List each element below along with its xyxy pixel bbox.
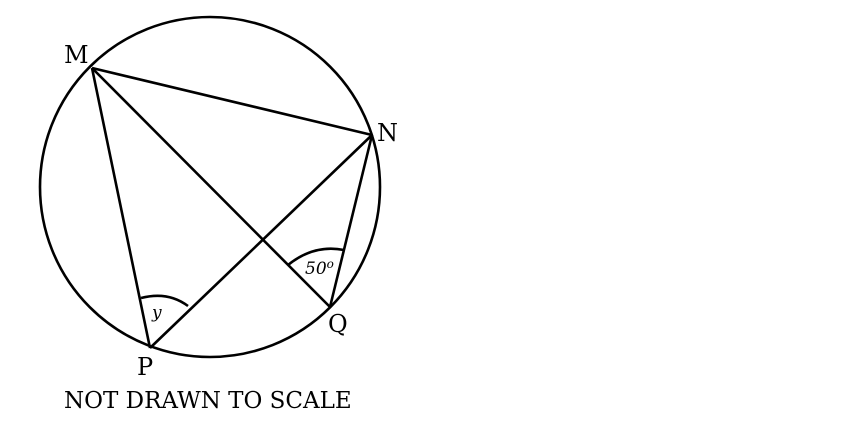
point-label-m: M	[64, 41, 89, 69]
chord-np	[149, 134, 373, 349]
angle-degree-mark: o	[327, 257, 334, 271]
circle	[38, 15, 382, 359]
angle-label-q: 50o	[305, 257, 334, 279]
point-label-q: Q	[328, 310, 348, 338]
angle-arc-q	[287, 247, 345, 267]
chord-mq	[91, 67, 331, 308]
angle-label-p: y	[151, 303, 162, 323]
chord-mp	[90, 67, 152, 349]
not-to-scale-note: NOT DRAWN TO SCALE	[64, 388, 352, 414]
chord-mn	[91, 66, 373, 137]
angle-value-q: 50	[305, 259, 327, 279]
point-label-n: N	[377, 119, 398, 147]
angle-arc-p	[140, 294, 189, 308]
point-label-p: P	[137, 353, 153, 381]
chord-nq	[328, 134, 374, 308]
